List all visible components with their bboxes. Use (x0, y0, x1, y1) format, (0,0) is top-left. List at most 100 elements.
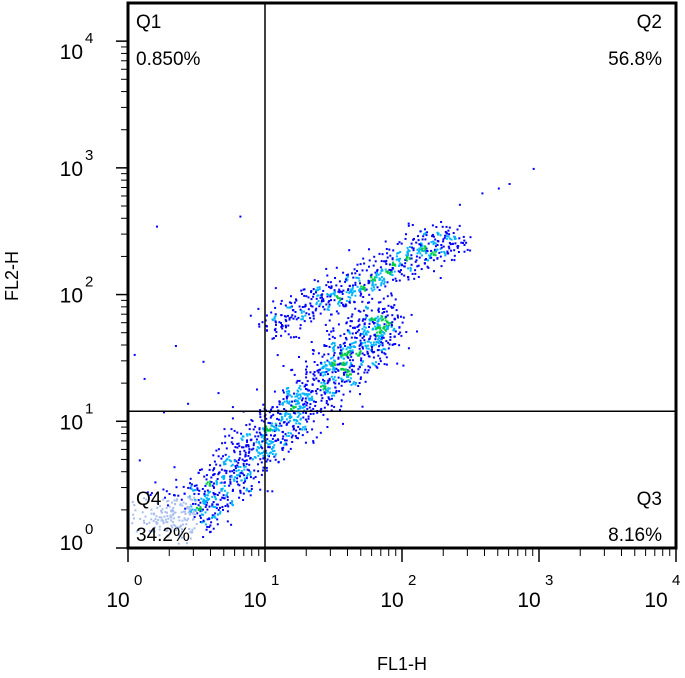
data-point (385, 248, 388, 250)
data-point (215, 463, 218, 466)
data-point (372, 283, 375, 286)
data-point (342, 378, 345, 381)
data-point (242, 446, 245, 449)
data-point (154, 481, 157, 484)
data-point (374, 338, 377, 341)
data-point (322, 300, 325, 302)
data-point (151, 529, 154, 532)
data-point (181, 504, 184, 507)
data-point (304, 397, 307, 400)
data-point (367, 282, 370, 285)
data-point (380, 319, 383, 322)
data-point (402, 364, 405, 367)
data-point (332, 348, 335, 351)
data-point (390, 273, 393, 276)
data-point (422, 250, 425, 253)
data-point (249, 457, 252, 460)
data-point (285, 326, 287, 329)
data-point (436, 231, 439, 234)
data-point (239, 491, 242, 494)
data-point (295, 318, 298, 321)
data-point (284, 330, 287, 333)
data-point (361, 337, 364, 339)
data-point (309, 371, 312, 374)
data-point (221, 442, 224, 445)
data-point (458, 203, 461, 206)
data-point (153, 512, 156, 515)
data-point (250, 485, 253, 488)
data-point (280, 334, 283, 337)
data-point (171, 513, 174, 516)
data-point (281, 402, 284, 404)
data-point (217, 513, 220, 516)
data-point (266, 438, 269, 441)
data-point (348, 299, 351, 302)
data-point (375, 327, 378, 330)
data-point (249, 314, 252, 317)
data-point (359, 343, 362, 346)
data-point (373, 276, 376, 279)
data-point (412, 249, 415, 252)
data-point (295, 335, 298, 338)
data-point (175, 486, 178, 489)
data-point (274, 315, 277, 318)
data-point (431, 224, 434, 227)
data-point (167, 499, 170, 502)
data-point (182, 523, 185, 526)
data-point (330, 409, 333, 412)
data-point (378, 277, 381, 280)
data-point (381, 276, 383, 279)
data-point (313, 400, 315, 403)
data-point (274, 320, 277, 323)
data-point (239, 489, 242, 492)
data-point (361, 300, 364, 303)
data-point (338, 304, 341, 307)
data-point (292, 406, 295, 409)
data-point (311, 349, 314, 351)
data-point (430, 256, 433, 259)
data-point (395, 280, 398, 282)
data-point (247, 451, 250, 454)
data-point (353, 326, 356, 329)
data-point (415, 255, 418, 258)
data-point (291, 441, 294, 443)
data-point (379, 326, 382, 329)
data-point (273, 444, 276, 447)
data-point (261, 447, 264, 450)
data-point (231, 442, 234, 445)
data-point (414, 269, 417, 272)
data-point (295, 298, 297, 301)
data-point (368, 301, 371, 304)
data-point (326, 274, 329, 277)
data-point (388, 268, 391, 271)
data-point (228, 459, 231, 462)
data-point (270, 408, 273, 411)
data-point (296, 416, 299, 418)
data-point (353, 268, 356, 271)
data-point (290, 436, 293, 439)
data-point (315, 289, 318, 292)
data-point (390, 292, 393, 295)
data-point (326, 426, 329, 428)
data-point (274, 422, 277, 425)
data-point (234, 465, 237, 468)
data-point (282, 421, 285, 424)
data-point (462, 242, 465, 244)
data-point (380, 269, 383, 272)
data-point (275, 424, 278, 427)
data-point (295, 422, 298, 425)
data-point (395, 255, 398, 258)
data-point (408, 256, 411, 259)
data-point (340, 302, 343, 304)
data-point (297, 414, 300, 417)
data-point (374, 279, 377, 282)
data-point (266, 458, 269, 461)
data-point (259, 452, 262, 455)
data-point (166, 500, 169, 503)
data-point (178, 519, 181, 522)
data-point (296, 395, 299, 398)
data-point (285, 434, 288, 437)
data-point (321, 299, 323, 302)
data-point (453, 254, 456, 257)
data-point (245, 459, 248, 462)
